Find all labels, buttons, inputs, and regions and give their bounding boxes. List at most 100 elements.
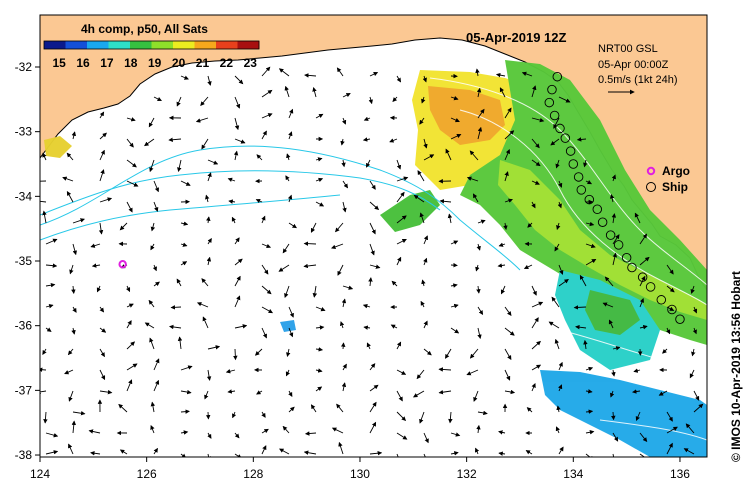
velocity-arrow xyxy=(521,71,533,77)
ship-position[interactable] xyxy=(568,159,579,169)
ship-position[interactable] xyxy=(637,272,648,282)
colorbar-bin xyxy=(216,41,238,49)
velocity-arrow xyxy=(282,243,290,254)
ship-position[interactable] xyxy=(573,172,584,182)
velocity-arrow xyxy=(150,243,155,251)
colorbar-bin xyxy=(151,41,174,49)
velocity-arrow xyxy=(475,68,480,77)
velocity-arrow xyxy=(177,336,183,350)
velocity-arrow xyxy=(466,369,479,376)
velocity-arrow xyxy=(149,337,155,350)
velocity-arrow xyxy=(396,176,409,182)
velocity-arrow xyxy=(504,130,515,140)
velocity-arrow xyxy=(261,66,271,77)
velocity-arrow xyxy=(639,432,648,443)
velocity-arrow xyxy=(144,138,155,147)
ship-position[interactable] xyxy=(552,71,563,82)
velocity-arrow xyxy=(126,180,139,187)
ship-position[interactable] xyxy=(565,146,576,156)
ship-legend-icon xyxy=(646,182,656,192)
velocity-arrow xyxy=(261,411,266,418)
velocity-arrows xyxy=(40,66,704,457)
velocity-arrow xyxy=(68,390,74,402)
velocity-arrow xyxy=(477,327,482,340)
velocity-arrow xyxy=(635,411,641,422)
velocity-arrow xyxy=(396,411,407,421)
velocity-arrow xyxy=(256,154,263,161)
ship-position[interactable] xyxy=(592,204,603,215)
velocity-arrow xyxy=(583,159,588,168)
velocity-arrow xyxy=(126,303,134,308)
argo-float-marker[interactable] xyxy=(118,260,127,269)
velocity-arrow xyxy=(153,96,162,101)
ship-position[interactable] xyxy=(544,97,555,108)
velocity-arrow xyxy=(99,327,107,333)
ship-position[interactable] xyxy=(675,314,685,324)
ship-position[interactable] xyxy=(613,240,624,250)
velocity-arrow xyxy=(66,190,74,203)
velocity-arrow xyxy=(531,117,545,123)
velocity-arrow xyxy=(396,369,407,375)
velocity-arrow xyxy=(612,453,615,457)
velocity-arrow xyxy=(195,117,209,123)
ship-position[interactable] xyxy=(597,217,608,227)
velocity-arrow xyxy=(303,263,317,269)
velocity-arrow xyxy=(612,252,618,266)
velocity-arrow xyxy=(338,441,344,455)
velocity-arrow xyxy=(99,149,105,161)
velocity-arrow xyxy=(558,384,563,392)
ship-position[interactable] xyxy=(605,230,616,240)
velocity-arrow xyxy=(639,453,651,457)
velocity-arrow xyxy=(639,256,650,266)
velocity-arrow xyxy=(531,285,537,296)
lon-tick-label: 128 xyxy=(243,467,263,481)
ship-position[interactable] xyxy=(576,185,587,195)
velocity-arrow xyxy=(71,327,76,335)
velocity-arrow xyxy=(531,340,541,350)
velocity-arrow xyxy=(315,113,324,119)
velocity-arrow xyxy=(523,264,533,269)
velocity-arrow xyxy=(153,379,160,392)
info-scale: 0.5m/s (1kt 24h) xyxy=(598,74,677,86)
velocity-arrow xyxy=(368,96,373,105)
velocity-arrow xyxy=(126,201,133,213)
velocity-arrow xyxy=(419,212,425,224)
velocity-arrow xyxy=(67,348,74,356)
sst-yellow-bight xyxy=(44,136,72,158)
ship-position[interactable] xyxy=(555,123,565,134)
velocity-arrow xyxy=(504,306,512,316)
ship-position[interactable] xyxy=(667,304,677,315)
sst-contour-1 xyxy=(429,77,707,286)
velocity-arrow xyxy=(525,450,533,455)
velocity-arrow xyxy=(531,364,542,371)
velocity-arrow xyxy=(40,200,47,203)
ship-position[interactable] xyxy=(645,282,656,292)
velocity-arrow xyxy=(99,169,105,182)
velocity-arrow xyxy=(72,218,85,224)
ship-position[interactable] xyxy=(549,110,560,121)
colorbar-ticks: 15 16 17 18 19 20 21 22 23 xyxy=(52,56,257,70)
velocity-arrow xyxy=(554,243,560,252)
velocity-arrow xyxy=(45,327,52,332)
velocity-arrow xyxy=(504,171,509,182)
velocity-arrow xyxy=(396,75,401,83)
velocity-arrow xyxy=(288,131,293,140)
colorbar-tick-label: 21 xyxy=(196,56,210,70)
colorbar-tick-label: 16 xyxy=(76,56,90,70)
velocity-arrow xyxy=(168,137,182,143)
velocity-arrow xyxy=(504,327,515,336)
colorbar-tick-label: 17 xyxy=(100,56,114,70)
sst-blue-patch xyxy=(280,320,296,332)
ship-position[interactable] xyxy=(547,84,557,95)
velocity-arrow xyxy=(278,264,290,272)
velocity-arrow xyxy=(201,138,209,150)
ship-position[interactable] xyxy=(584,194,595,205)
velocity-arrow xyxy=(233,150,239,161)
velocity-arrow xyxy=(531,301,544,308)
velocity-arrow xyxy=(337,264,344,276)
colorbar-tick-label: 15 xyxy=(52,56,66,70)
ship-position[interactable] xyxy=(560,133,571,143)
ship-position[interactable] xyxy=(621,253,632,263)
ship-position[interactable] xyxy=(627,262,637,273)
ship-position[interactable] xyxy=(656,295,667,305)
